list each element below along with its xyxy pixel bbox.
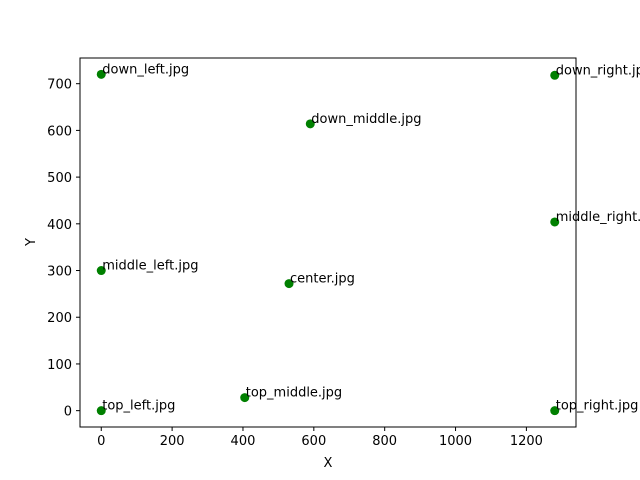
y-tick-label: 0 bbox=[64, 405, 72, 420]
scatter-point bbox=[550, 70, 560, 80]
point-label: top_middle.jpg bbox=[246, 386, 342, 401]
x-tick-label: 600 bbox=[301, 434, 326, 449]
scatter-point bbox=[284, 279, 294, 289]
y-tick-label: 500 bbox=[47, 171, 72, 186]
y-tick-label: 400 bbox=[47, 218, 72, 233]
y-axis-ticks: 0 100 200 300 400 500 600 700 bbox=[47, 78, 80, 420]
scatter-point bbox=[96, 406, 106, 416]
point-label: down_middle.jpg bbox=[311, 112, 421, 127]
y-tick-label: 700 bbox=[47, 78, 72, 93]
x-axis-ticks: 0 200 400 600 800 1000 1200 bbox=[97, 427, 543, 449]
x-tick-label: 400 bbox=[231, 434, 256, 449]
scatter-point bbox=[96, 266, 106, 276]
x-tick-label: 0 bbox=[97, 434, 105, 449]
y-axis-title: Y bbox=[24, 238, 39, 247]
point-label: top_right.jpg bbox=[556, 399, 639, 414]
points-layer bbox=[96, 69, 560, 416]
x-tick-label: 1000 bbox=[439, 434, 472, 449]
scatter-point bbox=[550, 217, 560, 227]
point-label: top_left.jpg bbox=[102, 399, 175, 414]
point-label: down_right.jpg bbox=[556, 63, 640, 78]
scatter-point bbox=[240, 393, 250, 403]
x-tick-label: 1200 bbox=[510, 434, 543, 449]
scatter-point bbox=[305, 119, 315, 129]
y-tick-label: 600 bbox=[47, 124, 72, 139]
x-axis-title: X bbox=[324, 456, 333, 471]
point-label: middle_right.jpg bbox=[556, 210, 640, 225]
x-tick-label: 800 bbox=[372, 434, 397, 449]
y-tick-label: 300 bbox=[47, 265, 72, 280]
y-tick-label: 200 bbox=[47, 311, 72, 326]
y-tick-label: 100 bbox=[47, 358, 72, 373]
x-tick-label: 200 bbox=[160, 434, 185, 449]
point-labels-layer: down_left.jpg down_right.jpg down_middle.j… bbox=[102, 62, 640, 413]
point-label: down_left.jpg bbox=[102, 62, 189, 77]
scatter-point bbox=[96, 69, 106, 79]
plot-frame bbox=[79, 57, 577, 428]
point-label: middle_left.jpg bbox=[102, 259, 198, 274]
scatter-point bbox=[550, 406, 560, 416]
point-label: center.jpg bbox=[290, 272, 355, 287]
